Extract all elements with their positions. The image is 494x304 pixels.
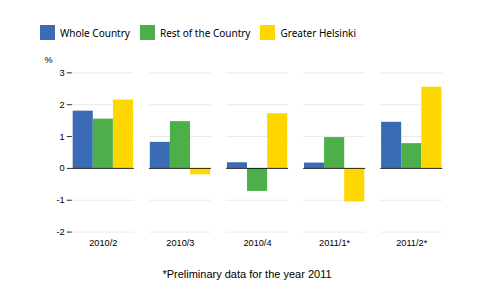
svg-text:3: 3	[60, 68, 65, 78]
svg-text:2011/2*: 2011/2*	[396, 238, 427, 248]
html-text:*Preliminary data for the year: *Preliminary data for the year 2011	[162, 267, 332, 280]
svg-text:2011/1*: 2011/1*	[319, 238, 350, 248]
svg-text:2010/4: 2010/4	[243, 238, 271, 248]
svg-text:2010/3: 2010/3	[166, 238, 194, 248]
svg-text:2010/2: 2010/2	[89, 238, 117, 248]
html-text:Rest of the Country: Rest of the Country	[159, 25, 251, 40]
svg-text:%: %	[45, 55, 53, 65]
svg-text:1: 1	[60, 131, 65, 141]
svg-text:-2: -2	[57, 227, 65, 237]
html-text:Greater Helsinki: Greater Helsinki	[280, 25, 356, 40]
html-text:Whole Country: Whole Country	[60, 25, 130, 40]
svg-text:-1: -1	[57, 195, 65, 205]
svg-text:2: 2	[60, 100, 65, 110]
svg-text:0: 0	[60, 163, 65, 173]
